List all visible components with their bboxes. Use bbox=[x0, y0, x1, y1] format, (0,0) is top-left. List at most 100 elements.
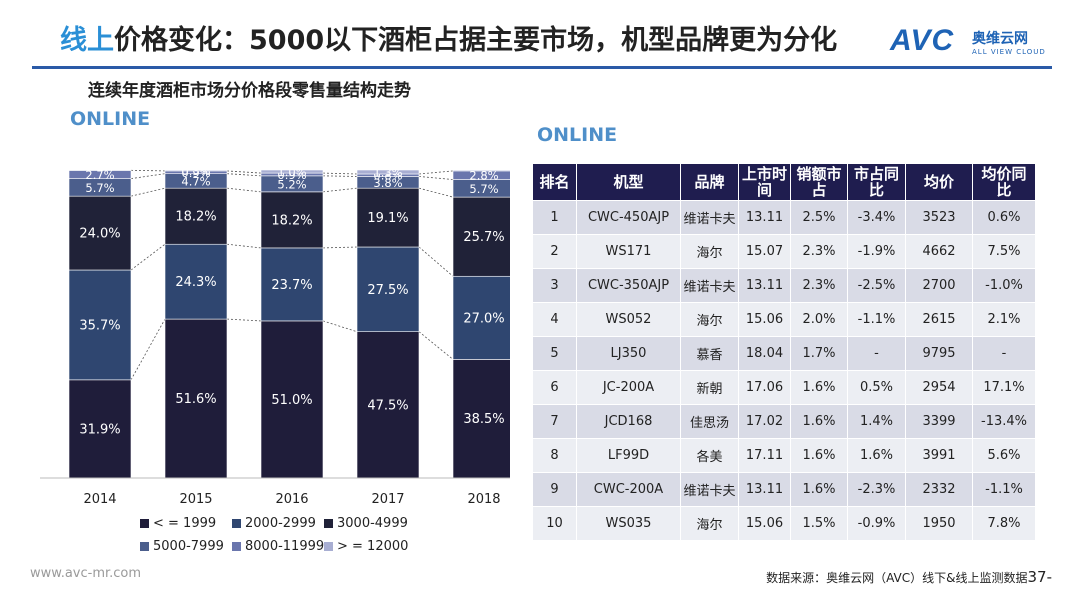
connector-line bbox=[322, 175, 358, 177]
table-cell: 3399 bbox=[905, 404, 973, 439]
legend-swatch bbox=[232, 542, 241, 551]
x-tick-label: 2016 bbox=[275, 492, 308, 507]
legend-label: 5000-7999 bbox=[153, 539, 224, 554]
bar-segment bbox=[356, 246, 420, 332]
left-online-label: ONLINE bbox=[70, 108, 151, 130]
table-cell: 15.07 bbox=[738, 234, 791, 269]
table-cell: 13.11 bbox=[738, 268, 791, 303]
table-cell: 1.6% bbox=[847, 438, 906, 473]
data-label: 47.5% bbox=[367, 398, 408, 413]
logo-english-name: ALL VIEW CLOUD bbox=[972, 48, 1046, 56]
legend-label: 3000-4999 bbox=[337, 516, 408, 531]
table-cell: -2.5% bbox=[847, 268, 906, 303]
table-cell: 8 bbox=[532, 438, 577, 473]
table-cell: 2.3% bbox=[790, 268, 848, 303]
x-tick-label: 2018 bbox=[467, 492, 500, 507]
table-cell: 海尔 bbox=[680, 302, 739, 337]
table-cell: WS052 bbox=[576, 302, 681, 337]
data-label: 18.2% bbox=[175, 210, 216, 225]
table-cell: 15.06 bbox=[738, 302, 791, 337]
legend-label: < = 1999 bbox=[153, 516, 217, 531]
table-cell: 7 bbox=[532, 404, 577, 439]
table-cell: 1.6% bbox=[790, 370, 848, 405]
data-label: 1.3% bbox=[373, 166, 402, 180]
data-label: 5.2% bbox=[277, 177, 306, 191]
connector-line bbox=[226, 318, 262, 322]
data-label: 2.7% bbox=[85, 168, 114, 182]
table-header-cell: 均价 bbox=[905, 163, 973, 201]
table-cell: 维诺卡夫 bbox=[680, 200, 739, 235]
table-cell: -1.9% bbox=[847, 234, 906, 269]
title-rest: 价格变化：5000以下酒柜占据主要市场，机型品牌更为分化 bbox=[114, 25, 838, 56]
table-cell: 2700 bbox=[905, 268, 973, 303]
table-cell: 1.6% bbox=[790, 404, 848, 439]
connector-line bbox=[322, 187, 358, 193]
x-tick-label: 2017 bbox=[371, 492, 404, 507]
legend-label: 2000-2999 bbox=[245, 516, 316, 531]
bar-segment bbox=[356, 331, 420, 479]
table-cell: 17.02 bbox=[738, 404, 791, 439]
connector-line bbox=[130, 318, 166, 381]
data-label: 18.2% bbox=[271, 213, 312, 228]
table-cell: 13.11 bbox=[738, 472, 791, 507]
table-cell: 3991 bbox=[905, 438, 973, 473]
table-cell: 7.5% bbox=[972, 234, 1036, 269]
stacked-bar-chart: 31.9%35.7%24.0%5.7%2.7%201451.6%24.3%18.… bbox=[40, 164, 510, 507]
table-cell: 3523 bbox=[905, 200, 973, 235]
legend-item: > = 12000 bbox=[324, 539, 416, 554]
data-label: 27.5% bbox=[367, 283, 408, 298]
bar-segment bbox=[260, 191, 324, 249]
avc-logo: AVC 奥维云网 ALL VIEW CLOUD bbox=[890, 24, 1070, 60]
legend-swatch bbox=[232, 519, 241, 528]
table-row: 2 WS171 海尔 15.07 2.3% -1.9% 4662 7.5% bbox=[532, 234, 1036, 269]
data-label: 35.7% bbox=[79, 318, 120, 333]
table-header-row: 排名 机型 品牌 上市时间 销额市占 市占同比 均价 均价同比 bbox=[532, 163, 1036, 201]
table-cell: 1950 bbox=[905, 506, 973, 541]
table-cell: 新朝 bbox=[680, 370, 739, 405]
table-cell: 1.6% bbox=[790, 472, 848, 507]
data-label: 24.3% bbox=[175, 275, 216, 290]
data-label: 31.9% bbox=[79, 422, 120, 437]
connector-line bbox=[130, 169, 166, 172]
table-cell: -2.3% bbox=[847, 472, 906, 507]
table-cell: 6 bbox=[532, 370, 577, 405]
header-divider bbox=[32, 66, 1052, 69]
connector-line bbox=[418, 331, 454, 360]
data-label: 0.9% bbox=[181, 166, 210, 180]
table-cell: 2332 bbox=[905, 472, 973, 507]
bar-segment bbox=[356, 187, 420, 248]
table-row: 3 CWC-350AJP 维诺卡夫 13.11 2.3% -2.5% 2700 -1.0% bbox=[532, 268, 1036, 303]
table-row: 8 LF99D 各美 17.11 1.6% 1.6% 3991 5.6% bbox=[532, 438, 1036, 473]
data-label: 19.1% bbox=[367, 211, 408, 226]
table-cell: 1.6% bbox=[790, 438, 848, 473]
data-label: 2.8% bbox=[469, 169, 498, 183]
bar-segment bbox=[260, 169, 324, 174]
table-cell: 慕香 bbox=[680, 336, 739, 371]
logo-chinese-name: 奥维云网 bbox=[972, 31, 1028, 47]
connector-line bbox=[418, 176, 454, 180]
table-header-cell: 排名 bbox=[532, 163, 577, 201]
legend-item: 2000-2999 bbox=[232, 516, 324, 531]
table-cell: WS171 bbox=[576, 234, 681, 269]
table-cell: 2.1% bbox=[972, 302, 1036, 337]
table-cell: 7.8% bbox=[972, 506, 1036, 541]
website-url: www.avc-mr.com bbox=[30, 566, 142, 581]
table-row: 1 CWC-450AJP 维诺卡夫 13.11 2.5% -3.4% 3523 0.6% bbox=[532, 200, 1036, 235]
table-cell: 5 bbox=[532, 336, 577, 371]
table-cell: 海尔 bbox=[680, 234, 739, 269]
table-cell: -3.4% bbox=[847, 200, 906, 235]
data-label: 51.6% bbox=[175, 392, 216, 407]
table-cell: 1.4% bbox=[847, 404, 906, 439]
data-label: 25.7% bbox=[463, 230, 504, 245]
table-cell: -0.9% bbox=[847, 506, 906, 541]
table-cell: 2.5% bbox=[790, 200, 848, 235]
table-cell: 2.3% bbox=[790, 234, 848, 269]
table-cell: - bbox=[847, 336, 906, 371]
table-cell: 9 bbox=[532, 472, 577, 507]
table-cell: 2.0% bbox=[790, 302, 848, 337]
table-cell: 各美 bbox=[680, 438, 739, 473]
chart-legend: < = 1999 2000-2999 3000-4999 5000-7999 8000-… bbox=[140, 516, 440, 562]
table-cell: 17.06 bbox=[738, 370, 791, 405]
table-cell: 2 bbox=[532, 234, 577, 269]
legend-swatch bbox=[324, 542, 333, 551]
